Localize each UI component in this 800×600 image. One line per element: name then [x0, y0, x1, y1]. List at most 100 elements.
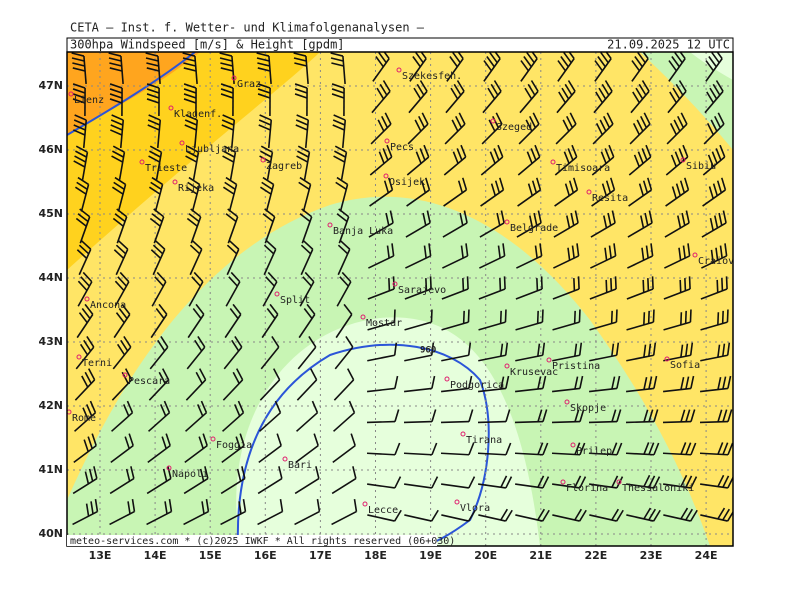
barb-feather [571, 144, 578, 158]
barb-feather [685, 442, 692, 455]
barb-feather [227, 208, 239, 218]
barb-feather [710, 249, 714, 263]
barb-feather [123, 336, 132, 348]
barb-feather [109, 67, 123, 72]
barb-feather [712, 83, 721, 96]
wind-barb [625, 442, 660, 456]
barb-feather [257, 88, 271, 94]
barb-feather [167, 466, 172, 479]
barb-feather [563, 151, 570, 164]
barb-feather [488, 119, 496, 132]
barb-feather [75, 150, 87, 158]
barb-feather [567, 80, 576, 92]
barb-feather [223, 145, 236, 153]
wind-barb [226, 240, 240, 276]
barb-feather [186, 145, 199, 153]
barb-feather [668, 60, 678, 72]
barb-feather [229, 308, 239, 320]
barb-feather [157, 339, 166, 352]
wind-barb [368, 243, 395, 269]
barb-feather [714, 215, 719, 229]
barb-feather [114, 213, 126, 223]
barb-feather [423, 144, 430, 158]
wind-barb [516, 243, 543, 269]
barb-feather [264, 208, 276, 218]
wind-barb [666, 112, 688, 145]
barb-feather [573, 278, 576, 291]
wind-barb [337, 240, 351, 276]
barb-feather [72, 62, 85, 67]
barb-feather [499, 278, 502, 291]
city-dot [546, 357, 552, 363]
barb-feather [294, 62, 307, 67]
barb-feather [199, 468, 205, 482]
city-dot [490, 118, 496, 124]
wind-barb [108, 52, 124, 85]
barb-feather [690, 442, 697, 456]
city-label: Belgrade [510, 223, 558, 234]
barb-feather [148, 186, 161, 195]
barb-feather [505, 409, 511, 422]
barb-feather [536, 310, 539, 324]
barb-feather [430, 342, 435, 356]
barb-feather [671, 186, 677, 199]
wind-barb [554, 144, 578, 176]
barb-feather [685, 210, 690, 224]
barb-feather [574, 343, 578, 357]
barb-staff [367, 483, 395, 489]
wind-barb [551, 375, 584, 393]
barb-feather [456, 80, 465, 92]
barb-feather [541, 509, 550, 522]
barb-feather [503, 276, 506, 290]
barb-feather [685, 409, 691, 422]
wind-barb [588, 375, 621, 393]
wind-barb [333, 400, 356, 432]
barb-feather [332, 124, 345, 131]
barb-feather [616, 375, 621, 389]
barb-staff [440, 420, 470, 424]
barb-feather [414, 119, 422, 132]
barb-feather [616, 409, 622, 422]
barb-feather [641, 80, 650, 92]
city-label: Trieste [145, 163, 187, 174]
barb-feather [222, 186, 235, 195]
city-label: Craiova [698, 256, 740, 267]
barb-feather [428, 243, 432, 257]
barb-feather [115, 244, 127, 255]
barb-feather [722, 409, 728, 422]
barb-feather [382, 80, 391, 92]
barb-feather [687, 243, 691, 257]
barb-feather [85, 404, 93, 417]
barb-feather [333, 114, 346, 121]
barb-feather [523, 56, 532, 68]
barb-feather [678, 80, 687, 92]
wind-barb [552, 508, 587, 522]
barb-feather [164, 501, 168, 514]
barb-feather [168, 498, 173, 512]
wind-barb [225, 271, 241, 307]
barb-feather [529, 115, 537, 129]
barb-feather [487, 87, 496, 100]
wind-barb [516, 210, 542, 238]
barb-feather [126, 400, 134, 414]
city-label: Bari [288, 460, 312, 471]
barb-feather [603, 115, 611, 129]
barb-feather [673, 119, 681, 132]
barb-feather [335, 181, 347, 190]
city-dot [680, 157, 686, 163]
barb-staff [332, 444, 356, 464]
barb-feather [161, 436, 167, 449]
barb-staff [403, 452, 433, 456]
barb-feather [391, 243, 395, 257]
wind-barb [625, 409, 659, 424]
barb-feather [631, 60, 641, 72]
barb-feather [193, 271, 204, 283]
barb-feather [381, 115, 389, 129]
wind-barb [446, 52, 464, 82]
barb-feather [426, 210, 431, 224]
barb-staff [367, 321, 395, 331]
barb-feather [296, 155, 309, 163]
city-dot [504, 219, 510, 225]
wind-barb [222, 400, 245, 432]
barb-feather [200, 400, 208, 414]
